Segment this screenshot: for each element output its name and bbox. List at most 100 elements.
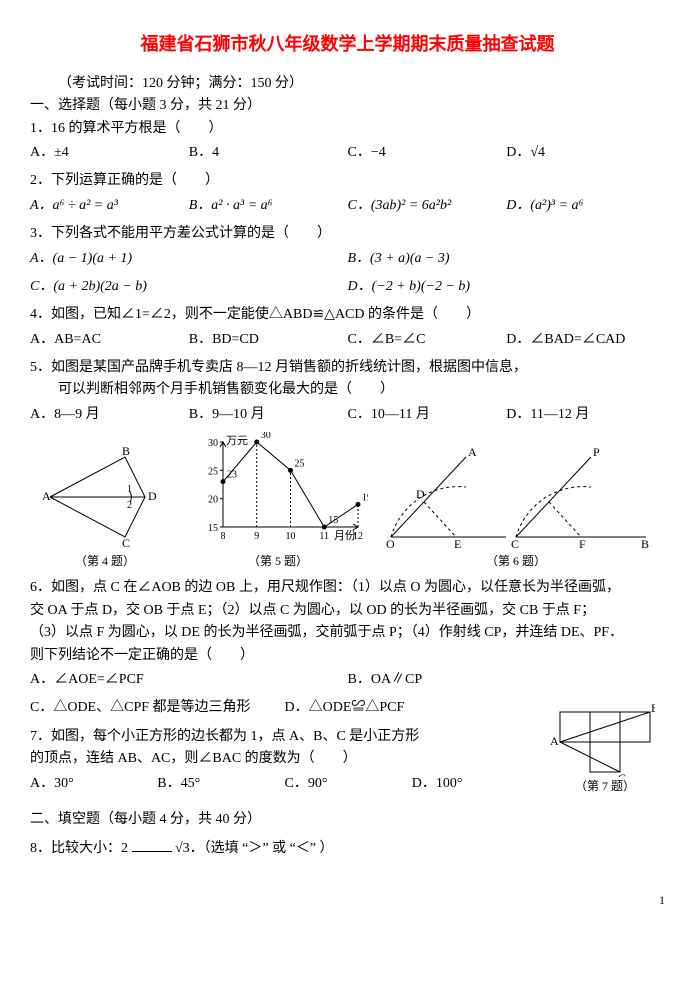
q6-opt-c[interactable]: C．△ODE、△CPF 都是等边三角形 [30,697,285,719]
q3-opt-b[interactable]: B．(3 + a)(a − 3) [348,248,666,270]
q2-stem: 2．下列运算正确的是（ ） [30,170,665,192]
svg-text:15: 15 [208,523,218,534]
q3-opt-d[interactable]: D．(−2 + b)(−2 − b) [348,276,666,298]
fig6-P: P [593,445,600,459]
q4-opt-b[interactable]: B．BD=CD [189,329,348,351]
fig6-D: D [416,487,425,501]
q6-opt-a[interactable]: A．∠AOE=∠PCF [30,669,348,691]
fig6-A: A [468,445,477,459]
fig6-caption: （第 6 题） [376,552,656,571]
svg-text:30: 30 [261,432,271,441]
exam-meta: （考试时间：120 分钟；满分：150 分） [30,73,665,95]
exam-title: 福建省石狮市秋八年级数学上学期期末质量抽查试题 [30,30,665,59]
fig6-C: C [511,537,519,551]
fig6-E: E [454,537,461,551]
q8-stem-a: 8．比较大小：2 [30,841,132,856]
q7-options: A．30° B．45° C．90° D．100° [30,773,539,795]
q7-opt-d[interactable]: D．100° [412,773,539,795]
q2-opt-c[interactable]: C．(3ab)² = 6a²b² [348,195,507,217]
q1-opt-c[interactable]: C．−4 [348,142,507,164]
q6-stem: 6．如图，点 C 在∠AOB 的边 OB 上，用尺规作图：（1）以点 O 为圆心… [30,577,665,599]
q6-options-row2: C．△ODE、△CPF 都是等边三角形 D．△ODE≌△PCF [30,697,539,719]
q3-opt-c[interactable]: C．(a + 2b)(2a − b) [30,276,348,298]
fig4-caption: （第 4 题） [30,552,180,571]
svg-text:8: 8 [221,531,226,542]
svg-text:30: 30 [208,438,218,449]
q4-opt-a[interactable]: A．AB=AC [30,329,189,351]
q8-blank[interactable] [132,837,172,852]
svg-text:10: 10 [286,531,296,542]
chart-caption: （第 5 题） [188,552,368,571]
fig-q7-svg: A B C [545,697,655,777]
q6-opt-b[interactable]: B．OA∥CP [348,669,666,691]
svg-text:25: 25 [208,467,218,478]
q1-stem: 1．16 的算术平方根是（ ） [30,118,665,140]
q4-opt-c[interactable]: C．∠B=∠C [348,329,507,351]
fig-q6-svg: O A D E C P F B [376,442,656,552]
svg-text:25: 25 [295,459,305,470]
q5-opt-c[interactable]: C．10—11 月 [348,404,507,426]
q7-opt-c[interactable]: C．90° [285,773,412,795]
q7-opt-a[interactable]: A．30° [30,773,157,795]
q3-opt-a[interactable]: A．(a − 1)(a + 1) [30,248,348,270]
svg-text:20: 20 [208,495,218,506]
fig-q5-chart: 万元月份15202530891011122330251519 （第 5 题） [188,432,368,571]
svg-text:19: 19 [362,493,368,504]
svg-text:万元: 万元 [226,435,248,447]
svg-text:9: 9 [254,531,259,542]
q3-options-row2: C．(a + 2b)(2a − b) D．(−2 + b)(−2 − b) [30,276,665,298]
q4-opt-d[interactable]: D．∠BAD=∠CAD [506,329,665,351]
fig7-A: A [550,734,559,748]
fig6-Bpt: B [641,537,649,551]
chart-svg: 万元月份15202530891011122330251519 [188,432,368,552]
q2-opt-b[interactable]: B．a² · a³ = a⁶ [189,195,348,217]
q3-stem: 3．下列各式不能用平方差公式计算的是（ ） [30,223,665,245]
fig-q7: A B C （第 7 题） [545,697,665,796]
section-1-heading: 一、选择题（每小题 3 分，共 21 分） [30,95,665,117]
svg-text:23: 23 [227,470,237,481]
q7-opt-b[interactable]: B．45° [157,773,284,795]
q1-opt-d[interactable]: D．√4 [506,142,665,164]
fig4-D: D [148,489,157,503]
fig-q4: A B C D 1 2 （第 4 题） [30,442,180,571]
fig4-2: 2 [127,500,132,511]
q6-options-row1: A．∠AOE=∠PCF B．OA∥CP [30,669,665,691]
svg-text:11: 11 [319,531,329,542]
q5-opt-b[interactable]: B．9—10 月 [189,404,348,426]
q6-opt-d[interactable]: D．△ODE≌△PCF [285,697,540,719]
q2-options: A．a⁶ ÷ a² = a³ B．a² · a³ = a⁶ C．(3ab)² =… [30,195,665,217]
q5-opt-a[interactable]: A．8—9 月 [30,404,189,426]
fig6-O: O [386,537,395,551]
fig4-C: C [122,536,130,550]
q2-opt-a[interactable]: A．a⁶ ÷ a² = a³ [30,195,189,217]
page-number: 1 [30,891,665,910]
fig-q6: O A D E C P F B （第 6 题） [376,442,656,571]
svg-text:12: 12 [353,531,363,542]
q5-stem-line2: 可以判断相邻两个月手机销售额变化最大的是（ ） [30,379,665,401]
svg-text:15: 15 [328,515,338,526]
q1-options: A．±4 B．4 C．−4 D．√4 [30,142,665,164]
fig6-F: F [579,537,586,551]
q5-options: A．8—9 月 B．9—10 月 C．10—11 月 D．11—12 月 [30,404,665,426]
fig4-B: B [122,444,130,458]
figures-row: A B C D 1 2 （第 4 题） 万元月份1520253089101112… [30,432,665,571]
q8-stem-b: √3．（选填 “＞” 或 “＜” ） [172,841,334,856]
q1-opt-b[interactable]: B．4 [189,142,348,164]
fig-q4-svg: A B C D 1 2 [30,442,180,552]
fig7-B: B [651,701,655,715]
q4-stem: 4．如图，已知∠1=∠2，则不一定能使△ABD≌△ACD 的条件是（ ） [30,304,665,326]
q6-l4: 则下列结论不一定正确的是（ ） [30,645,665,667]
q1-opt-a[interactable]: A．±4 [30,142,189,164]
q4-options: A．AB=AC B．BD=CD C．∠B=∠C D．∠BAD=∠CAD [30,329,665,351]
section-2-heading: 二、填空题（每小题 4 分，共 40 分） [30,809,665,831]
q2-opt-d[interactable]: D．(a²)³ = a⁶ [506,195,665,217]
q5-stem: 5．如图是某国产品牌手机专卖店 8—12 月销售额的折线统计图，根据图中信息， [30,357,665,379]
q6-l3: （3）以点 F 为圆心，以 DE 的长为半径画弧，交前弧于点 P；（4）作射线 … [30,622,665,644]
fig7-caption: （第 7 题） [545,777,665,796]
q3-options-row1: A．(a − 1)(a + 1) B．(3 + a)(a − 3) [30,248,665,270]
fig4-A: A [42,489,51,503]
q5-opt-d[interactable]: D．11—12 月 [506,404,665,426]
fig4-1: 1 [127,484,132,495]
q6-l2: 交 OA 于点 D，交 OB 于点 E；（2）以点 C 为圆心，以 OD 的长为… [30,600,665,622]
q8: 8．比较大小：2 √3．（选填 “＞” 或 “＜” ） [30,837,665,860]
